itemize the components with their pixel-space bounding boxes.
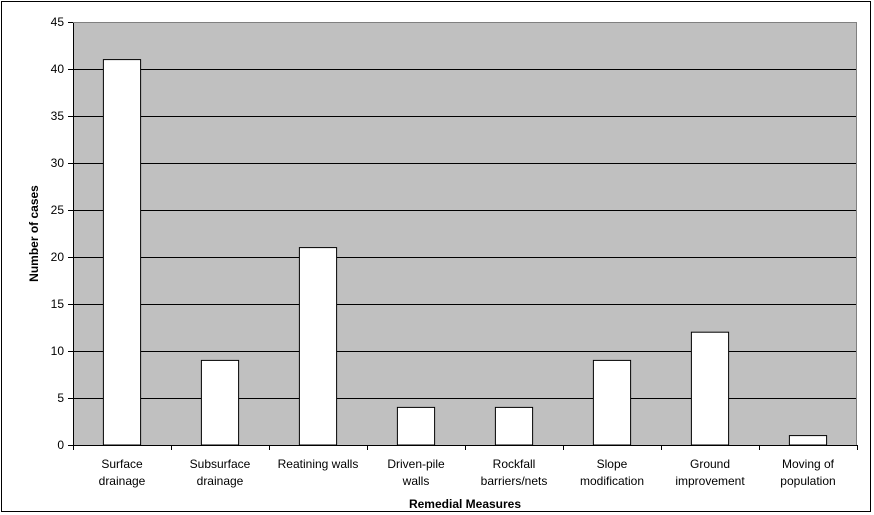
bar-4: [396, 406, 436, 446]
y-tick-label: 40: [51, 62, 65, 76]
x-category-label: Driven-pile walls: [387, 457, 445, 488]
y-tick-label: 45: [51, 15, 65, 29]
y-tick-label: 20: [51, 250, 65, 264]
bar-1: [102, 59, 142, 446]
x-category-label: Moving of population: [780, 457, 835, 488]
x-category-label: Surface drainage: [99, 457, 146, 488]
x-axis-title: Remedial Measures: [409, 497, 521, 511]
y-tick-label: 35: [51, 109, 65, 123]
x-category-label: Rockfall barriers/nets: [481, 457, 548, 488]
bars: [102, 59, 828, 446]
bar-3: [298, 247, 338, 446]
y-tick-label: 25: [51, 203, 65, 217]
x-category-labels: Surface drainage Subsurface drainage Reatini…: [99, 457, 836, 488]
y-tick-label: 5: [57, 391, 64, 405]
bar-2: [200, 359, 240, 446]
bar-8: [788, 435, 828, 446]
x-category-label: Reatining walls: [278, 457, 359, 471]
y-tick-labels: 0 5 10 15 20 25 30 35 40 45: [51, 15, 65, 452]
bar-6: [592, 359, 632, 446]
y-tick-label: 0: [57, 438, 64, 452]
y-tick-label: 30: [51, 156, 65, 170]
bar-7: [690, 331, 730, 446]
y-axis-title: Number of cases: [27, 185, 41, 282]
x-category-label: Slope modification: [580, 457, 644, 488]
x-category-label: Subsurface drainage: [190, 457, 251, 488]
plot-area: [73, 22, 857, 445]
axes: [68, 22, 858, 450]
bar-5: [494, 406, 534, 446]
y-tick-label: 15: [51, 297, 65, 311]
x-category-label: Ground improvement: [675, 457, 745, 488]
y-tick-label: 10: [51, 344, 65, 358]
